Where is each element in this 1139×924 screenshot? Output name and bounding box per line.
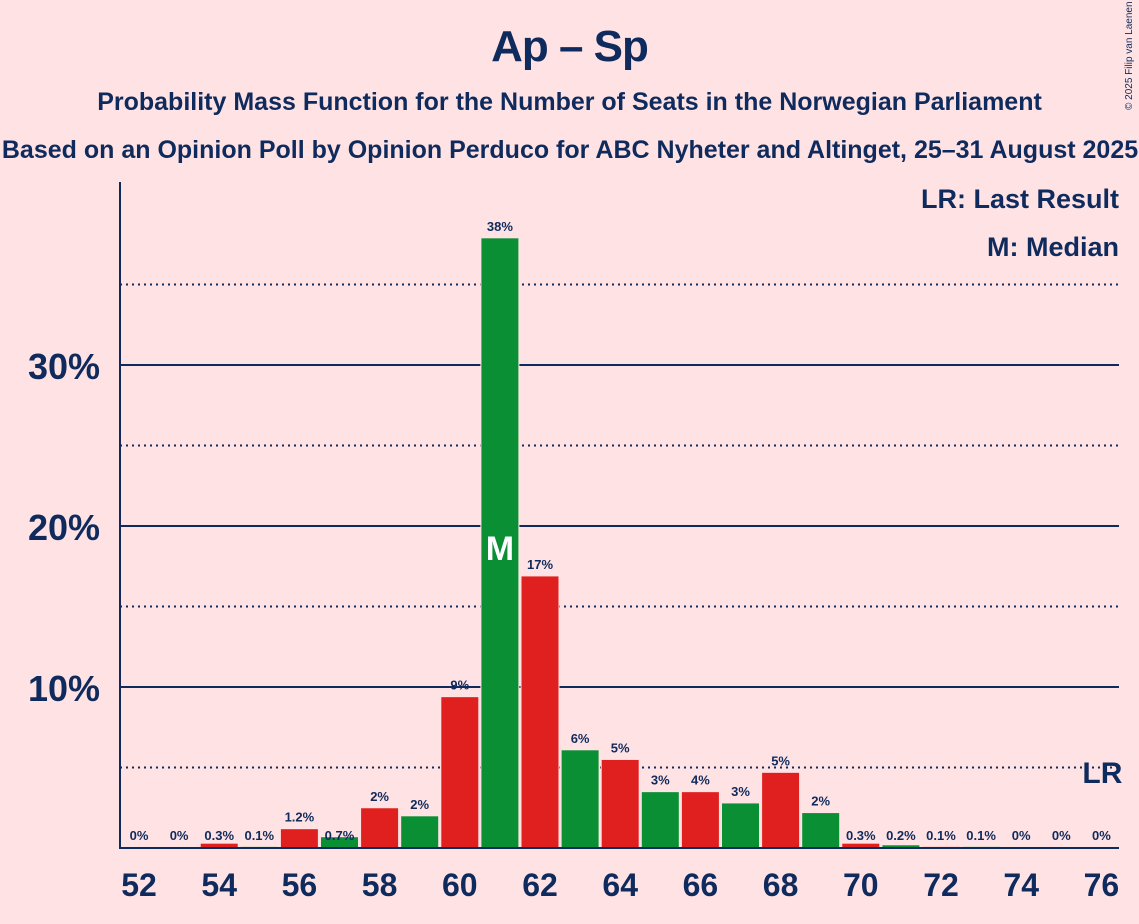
bar-seat-62 [520, 575, 560, 849]
x-tick-label: 70 [843, 867, 879, 903]
x-tick-label: 58 [362, 867, 398, 903]
median-marker: M [486, 530, 514, 568]
x-tick-label: 68 [763, 867, 799, 903]
x-tick-label: 56 [282, 867, 318, 903]
x-tick-label: 64 [602, 867, 638, 903]
y-tick-label: 10% [28, 668, 100, 709]
data-label: 0% [1092, 828, 1111, 843]
data-label: 3% [651, 773, 670, 788]
data-label: 5% [771, 753, 790, 768]
bar-seat-65 [640, 791, 680, 849]
data-label: 9% [450, 678, 469, 693]
data-label: 0.2% [886, 828, 916, 843]
bar-seat-59 [400, 815, 440, 849]
data-label: 0.3% [846, 828, 876, 843]
data-label: 0% [1052, 828, 1071, 843]
y-tick-label: 20% [28, 507, 100, 548]
bar-seat-68 [761, 771, 801, 849]
bar-seat-64 [600, 758, 640, 849]
x-tick-label: 72 [923, 867, 959, 903]
x-tick-label: 60 [442, 867, 478, 903]
data-label: 0.3% [204, 828, 234, 843]
data-label: 0.1% [966, 828, 996, 843]
data-label: 0% [170, 828, 189, 843]
data-label: 4% [691, 773, 710, 788]
data-label: 6% [571, 731, 590, 746]
chart-source: Based on an Opinion Poll by Opinion Perd… [1, 136, 1139, 164]
x-tick-label: 74 [1003, 867, 1039, 903]
data-label: 2% [811, 794, 830, 809]
x-tick-label: 54 [201, 867, 237, 903]
data-label: 1.2% [285, 810, 315, 825]
bar-seat-56 [279, 828, 319, 849]
bar-seat-67 [721, 802, 760, 849]
data-label: 3% [731, 784, 750, 799]
y-tick-label: 30% [28, 346, 100, 387]
data-label: 2% [370, 789, 389, 804]
data-label: 2% [410, 797, 429, 812]
data-label: 17% [527, 557, 553, 572]
x-tick-label: 76 [1084, 867, 1120, 903]
legend-last-result: LR: Last Result [920, 184, 1119, 214]
data-label: 0% [1012, 828, 1031, 843]
chart-title: Ap – Sp [491, 22, 649, 71]
bar-seat-69 [801, 812, 841, 849]
data-label: 0.7% [325, 828, 355, 843]
data-label: 0% [130, 828, 149, 843]
bar-seat-60 [440, 696, 480, 849]
x-tick-label: 62 [522, 867, 558, 903]
data-label: 0.1% [926, 828, 956, 843]
data-label: 5% [611, 740, 630, 755]
bar-seat-63 [560, 749, 600, 849]
x-tick-label: 52 [121, 867, 157, 903]
data-label: 38% [487, 219, 513, 234]
last-result-marker: LR [1082, 757, 1122, 790]
data-label: 0.1% [244, 828, 274, 843]
chart-subtitle: Probability Mass Function for the Number… [97, 88, 1042, 116]
bar-seat-66 [680, 791, 720, 849]
x-tick-label: 66 [683, 867, 719, 903]
bar-seat-58 [360, 807, 400, 849]
bar-seat-61 [480, 237, 520, 849]
legend-median: M: Median [987, 232, 1119, 262]
